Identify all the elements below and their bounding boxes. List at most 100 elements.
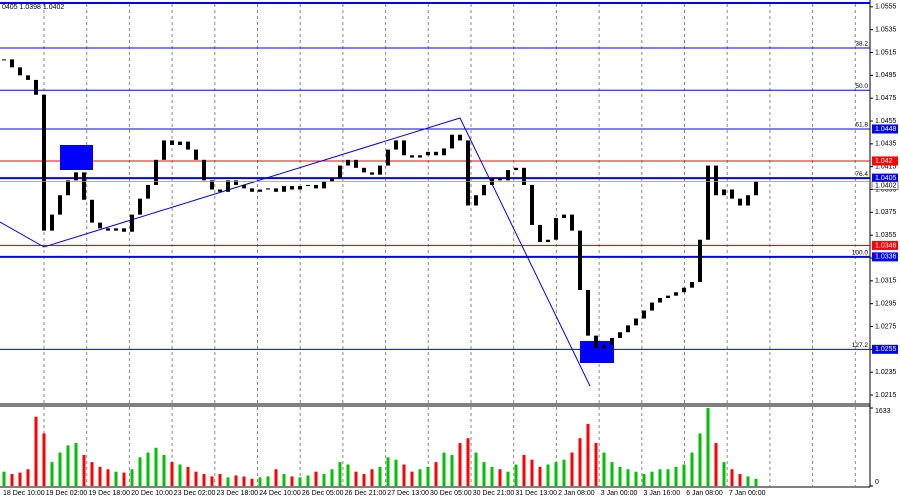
candle (650, 302, 654, 311)
volume-bar (50, 462, 54, 486)
candle (242, 184, 246, 189)
candle (610, 337, 614, 345)
candle (138, 198, 142, 215)
volume-bar (442, 452, 446, 486)
volume-bar (506, 471, 510, 486)
candle (354, 159, 358, 168)
candle (538, 224, 542, 243)
volume-bar (618, 466, 622, 486)
volume-bar (122, 472, 126, 486)
y-tick-label: 1.0275 (875, 323, 897, 330)
volume-bar (290, 476, 294, 486)
candle (626, 325, 630, 333)
volume-bar (10, 474, 14, 486)
candle (234, 180, 238, 185)
volume-bar (346, 464, 350, 486)
volume-bar (650, 471, 654, 486)
candle (154, 159, 158, 185)
candle (338, 165, 342, 179)
y-tick-label: 1.0295 (875, 301, 897, 308)
y-tick-label: 1.0535 (875, 27, 897, 34)
y-tick-label: 1.0455 (875, 118, 897, 125)
grid (43, 4, 856, 486)
volume-bar (2, 471, 6, 486)
candle (698, 239, 702, 282)
y-tick-label: 1.0495 (875, 72, 897, 79)
volume-bar (754, 478, 758, 486)
volume-bar (98, 466, 102, 486)
volume-bar (26, 469, 30, 486)
candle (546, 239, 550, 243)
x-tick-label: 26 Dec 21:00 (345, 490, 387, 497)
x-tick-label: 7 Jan 00:00 (729, 490, 766, 497)
volume-bar (458, 443, 462, 486)
candle (202, 159, 206, 181)
y-tick-label: 1.0415 (875, 164, 897, 171)
volume-bar (130, 469, 134, 486)
candle (522, 167, 526, 185)
price-axis: 1.05551.05351.05151.04951.04751.04551.04… (870, 4, 899, 487)
volume-bar (498, 469, 502, 486)
candle (266, 188, 270, 190)
x-tick-label: 2 Jan 08:00 (558, 490, 595, 497)
volume-bar (226, 477, 230, 486)
x-tick-label: 3 Jan 16:00 (644, 490, 681, 497)
candle (218, 189, 222, 192)
candle (706, 165, 710, 240)
candle (586, 289, 590, 336)
volume-bar (234, 475, 238, 486)
y-tick-label: 1.0395 (875, 186, 897, 193)
candle (106, 228, 110, 231)
volume-bar (218, 474, 222, 486)
candle (562, 214, 566, 219)
level-price-box (872, 252, 898, 262)
candle (418, 155, 422, 158)
candle (90, 199, 94, 223)
candle (450, 134, 454, 149)
level-price-label: 1.0255 (875, 346, 897, 353)
volume-bar (610, 462, 614, 486)
volume-bar (274, 469, 278, 486)
last-price-box (871, 181, 899, 190)
last-price-label: 1.0402 (875, 182, 897, 189)
volume-bar (658, 469, 662, 486)
x-tick-label: 20 Dec 10:00 (131, 490, 173, 497)
candle (130, 214, 134, 232)
volume-bar (578, 438, 582, 486)
volume-bar (18, 472, 22, 486)
volume-bar (466, 438, 470, 486)
volume-bar (746, 476, 750, 486)
candle (426, 151, 430, 156)
candle (738, 198, 742, 206)
candle (210, 180, 214, 190)
volume-bar (282, 474, 286, 486)
level-name: 76.4 (855, 171, 868, 178)
candle (634, 318, 638, 326)
candle (146, 184, 150, 199)
x-tick-label: 19 Dec 02:00 (46, 490, 88, 497)
volume-bar (642, 474, 646, 486)
volume-bar (66, 445, 70, 486)
candle (186, 141, 190, 150)
candle (370, 172, 374, 175)
candle (346, 159, 350, 166)
level-price-label: 1.0448 (875, 126, 897, 133)
candle (226, 180, 230, 192)
volume-bar (426, 466, 430, 486)
candle (642, 310, 646, 319)
volume-bar (354, 471, 358, 486)
volume-bar (58, 452, 62, 486)
candle (58, 195, 62, 215)
level-price-box (872, 156, 898, 166)
volume-bar (714, 443, 718, 486)
candle (274, 188, 278, 192)
volume-bar (586, 423, 590, 486)
candle (474, 195, 478, 206)
x-tick-label: 18 Dec 10:00 (3, 490, 45, 497)
candle (658, 297, 662, 303)
zone-box (60, 145, 93, 170)
volume-bar (322, 474, 326, 486)
candle (18, 67, 22, 76)
level-name: 100.0 (852, 250, 869, 257)
candle (98, 222, 102, 229)
